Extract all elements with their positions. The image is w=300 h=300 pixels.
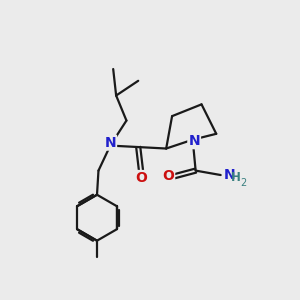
Text: N: N <box>104 136 116 150</box>
Text: O: O <box>135 171 147 185</box>
Text: N: N <box>188 134 200 148</box>
Text: H: H <box>231 171 241 184</box>
Text: N: N <box>224 168 236 182</box>
Text: 2: 2 <box>241 178 247 188</box>
Text: O: O <box>162 169 174 184</box>
